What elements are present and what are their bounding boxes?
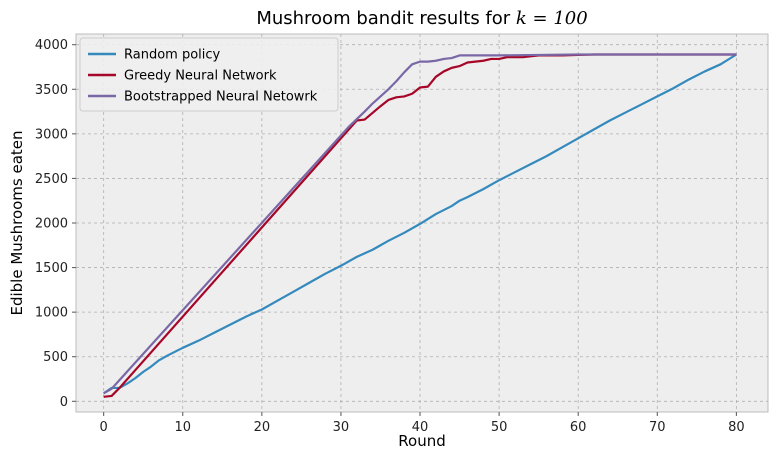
chart-title-math: k = 100 — [516, 8, 588, 29]
y-tick-label: 3500 — [35, 83, 68, 98]
x-tick-label: 40 — [412, 420, 429, 435]
series-line-2 — [103, 53, 737, 395]
legend-entry-2: Bootstrapped Neural Netowrk — [124, 90, 318, 105]
x-tick-label: 80 — [728, 420, 745, 435]
y-tick-label: 0 — [60, 395, 68, 410]
x-tick-label: 20 — [254, 420, 271, 435]
y-tick-label: 1000 — [35, 306, 68, 321]
legend-frame — [79, 37, 339, 112]
y-tick-label: 1500 — [35, 261, 68, 276]
x-tick-label: 70 — [649, 420, 666, 435]
x-tick-label: 60 — [570, 420, 587, 435]
x-axis-label: Round — [398, 432, 445, 450]
y-tick-label: 2000 — [35, 217, 68, 232]
chart-title-text: Mushroom bandit results for — [256, 8, 516, 29]
y-tick-label: 2500 — [35, 172, 68, 187]
legend-entry-0: Random policy — [124, 48, 221, 63]
x-tick-label: 50 — [491, 420, 508, 435]
series-layer — [103, 53, 737, 398]
series-line-0 — [103, 53, 737, 395]
y-tick-label: 3000 — [35, 127, 68, 142]
chart-title: Mushroom bandit results for k = 100 — [256, 8, 587, 29]
x-tick-label: 10 — [174, 420, 191, 435]
x-axis: 0 10 20 30 40 50 60 70 80 — [100, 412, 745, 435]
y-tick-label: 500 — [43, 350, 68, 365]
legend: Random policy Greedy Neural Network Bootst… — [79, 37, 339, 112]
legend-entry-1: Greedy Neural Network — [124, 69, 277, 84]
y-axis: 0 500 1000 1500 2000 2500 3000 3500 4000 — [35, 38, 76, 410]
y-axis-label: Edible Mushrooms eaten — [8, 130, 26, 315]
x-tick-label: 0 — [100, 420, 108, 435]
x-tick-label: 30 — [333, 420, 350, 435]
y-tick-label: 4000 — [35, 38, 68, 53]
